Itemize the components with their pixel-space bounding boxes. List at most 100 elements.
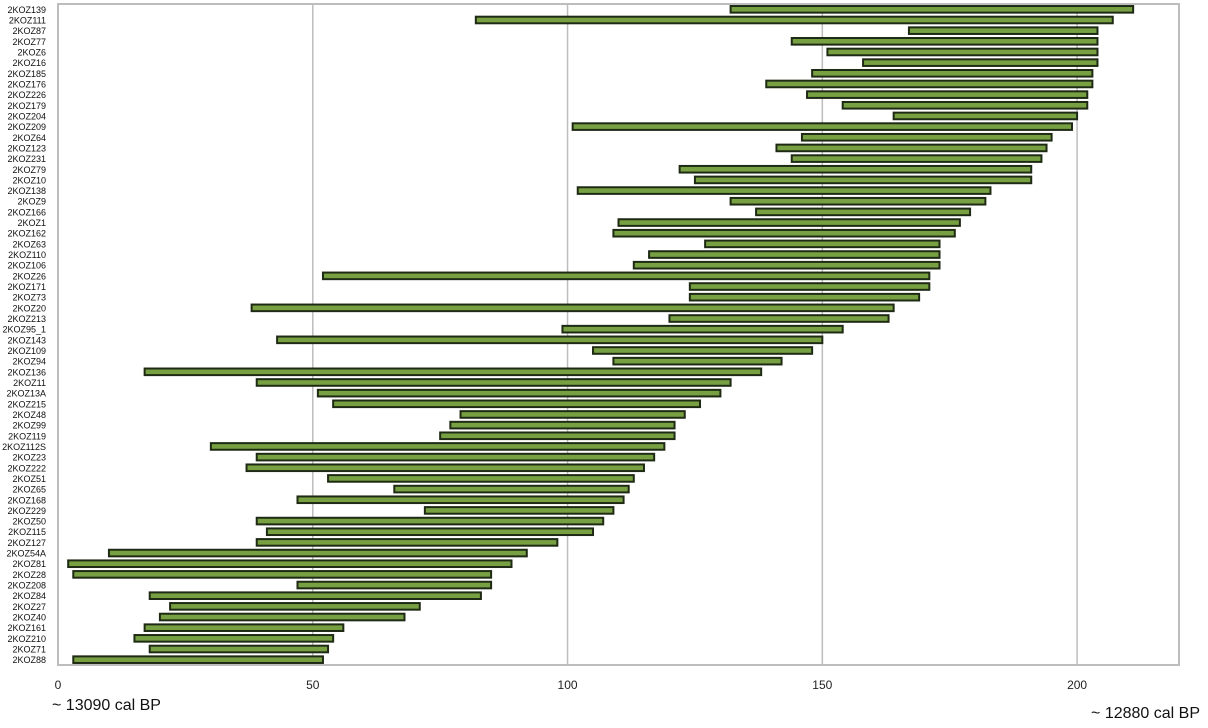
bar-2koz119 — [439, 431, 676, 441]
category-label: 2KOZ65 — [12, 485, 46, 495]
category-label: 2KOZ63 — [12, 239, 46, 249]
bar-2koz229 — [423, 506, 615, 515]
bar-2koz48 — [459, 410, 686, 419]
bar-2koz171 — [688, 282, 931, 291]
bar-2koz77 — [790, 37, 1099, 46]
bar-2koz213 — [668, 314, 890, 323]
category-label: 2KOZ209 — [7, 122, 46, 132]
bar-2koz88 — [72, 655, 324, 664]
category-label: 2KOZ27 — [12, 602, 46, 612]
bar-2koz136 — [143, 367, 763, 377]
bar-2koz210 — [133, 634, 335, 643]
category-label: 2KOZ64 — [12, 133, 46, 143]
bar-2koz71 — [148, 644, 330, 654]
plot-frame — [57, 3, 1180, 666]
bar-2koz65 — [393, 484, 630, 494]
category-label: 2KOZ123 — [7, 143, 46, 153]
category-label: 2KOZ127 — [7, 538, 46, 548]
category-label: 2KOZ162 — [7, 229, 46, 239]
category-label: 2KOZ215 — [7, 399, 46, 409]
x-tick-label: 0 — [55, 678, 62, 692]
category-label: 2KOZ87 — [12, 26, 46, 36]
bar-2koz139 — [729, 5, 1135, 14]
bar-2koz185 — [811, 68, 1094, 78]
bar-2koz11 — [255, 378, 732, 387]
bar-2koz23 — [255, 452, 656, 462]
x-tick-labels: 0 50 100 150 200 — [55, 678, 1088, 692]
category-label: 2KOZ222 — [7, 463, 46, 473]
category-label: 2KOZ84 — [12, 591, 46, 601]
category-label: 2KOZ95_1 — [2, 325, 46, 335]
bar-2koz138 — [576, 186, 992, 195]
bar-2koz226 — [806, 90, 1089, 99]
bar-2koz73 — [688, 292, 921, 302]
category-label: 2KOZ23 — [12, 453, 46, 463]
bar-2koz1 — [617, 218, 961, 227]
bar-2koz110 — [648, 250, 941, 259]
category-label: 2KOZ136 — [7, 367, 46, 377]
category-label: 2KOZ9 — [17, 197, 46, 207]
bar-2koz123 — [775, 143, 1048, 153]
category-label: 2KOZ231 — [7, 154, 46, 164]
bar-2koz94 — [612, 356, 783, 366]
category-label: 2KOZ77 — [12, 37, 46, 47]
bar-2koz176 — [765, 79, 1094, 89]
category-label: 2KOZ13A — [6, 389, 46, 399]
category-label: 2KOZ168 — [7, 495, 46, 505]
category-labels: 2KOZ1392KOZ1112KOZ872KOZ772KOZ62KOZ162KO… — [2, 5, 46, 665]
bar-2koz50 — [255, 516, 605, 526]
bar-2koz81 — [67, 559, 513, 569]
bar-2koz40 — [158, 612, 406, 622]
bar-2koz87 — [907, 26, 1099, 35]
category-label: 2KOZ20 — [12, 303, 46, 313]
category-label: 2KOZ11 — [13, 378, 46, 388]
bar-2koz79 — [678, 164, 1033, 174]
category-label: 2KOZ26 — [12, 271, 46, 281]
category-label: 2KOZ204 — [7, 111, 46, 121]
bar-2koz204 — [892, 111, 1079, 121]
bar-2koz95_1 — [561, 324, 844, 334]
bar-2koz10 — [693, 175, 1033, 185]
category-label: 2KOZ51 — [12, 474, 46, 484]
category-label: 2KOZ208 — [7, 581, 46, 591]
category-label: 2KOZ119 — [8, 431, 46, 441]
category-label: 2KOZ210 — [7, 634, 46, 644]
bar-2koz209 — [571, 122, 1073, 131]
category-label: 2KOZ111 — [9, 15, 46, 25]
bar-2koz54a — [107, 548, 528, 558]
category-label: 2KOZ106 — [7, 261, 46, 271]
category-label: 2KOZ54A — [6, 549, 46, 559]
category-label: 2KOZ50 — [12, 517, 46, 527]
bar-2koz9 — [729, 196, 987, 206]
x-tick-label: 150 — [812, 678, 832, 692]
category-label: 2KOZ88 — [12, 655, 46, 665]
bar-2koz109 — [592, 346, 814, 355]
x-tick-label: 100 — [558, 678, 578, 692]
category-label: 2KOZ6 — [17, 47, 46, 57]
bar-2koz162 — [612, 228, 956, 238]
bar-2koz222 — [245, 463, 645, 473]
category-label: 2KOZ10 — [12, 175, 46, 185]
bar-2koz51 — [327, 474, 635, 483]
bars — [67, 5, 1135, 664]
category-label: 2KOZ28 — [12, 570, 46, 580]
category-label: 2KOZ40 — [12, 613, 46, 623]
annotation-left: ~ 13090 cal BP — [52, 697, 161, 714]
bar-2koz166 — [755, 207, 972, 217]
category-label: 2KOZ229 — [7, 506, 46, 516]
bar-2koz27 — [169, 602, 421, 611]
x-tick-label: 50 — [306, 678, 320, 692]
category-label: 2KOZ213 — [7, 314, 46, 324]
category-label: 2KOZ79 — [12, 165, 46, 175]
category-label: 2KOZ16 — [12, 58, 46, 68]
category-label: 2KOZ1 — [17, 218, 46, 228]
category-label: 2KOZ73 — [12, 293, 46, 303]
bar-2koz168 — [296, 495, 625, 505]
bar-2koz20 — [250, 303, 895, 313]
category-label: 2KOZ185 — [7, 69, 46, 79]
bar-2koz99 — [449, 420, 676, 430]
category-label: 2KOZ139 — [7, 5, 46, 15]
bar-2koz6 — [826, 47, 1099, 57]
bar-2koz111 — [474, 15, 1114, 25]
